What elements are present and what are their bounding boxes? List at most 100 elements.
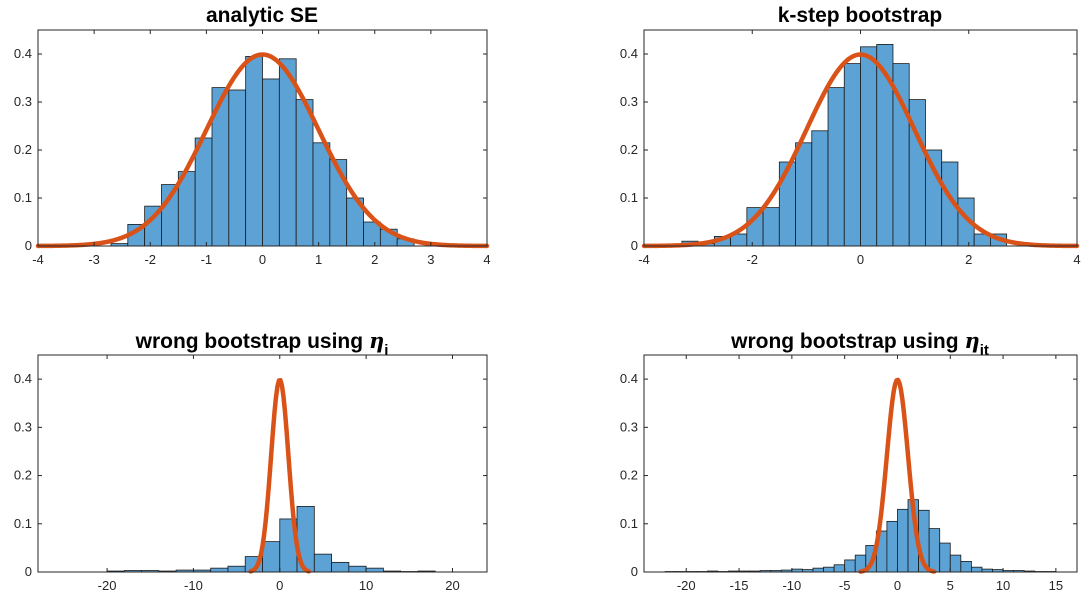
chart-panel-wrong-bootstrap-eta-it: wrong bootstrap using ηit -20 -15 -10 -5 0 5 1… [620, 328, 1078, 593]
histogram-bar [949, 554, 962, 573]
chart-title: wrong bootstrap using ηit [730, 328, 989, 359]
y-tick-label: 0 [631, 564, 638, 579]
histogram-bar [886, 520, 898, 573]
chart-title-symbol: η [964, 328, 979, 353]
histogram-bar [227, 565, 246, 573]
chart-title-text: wrong bootstrap using [135, 330, 369, 353]
histogram-bar [228, 89, 247, 247]
histogram-bar [365, 567, 384, 573]
x-tick-label: 4 [483, 252, 490, 267]
x-tick-label: 10 [996, 578, 1010, 593]
x-tick-label: 0 [894, 578, 901, 593]
y-tick-label: 0.1 [620, 516, 638, 531]
chart-title: wrong bootstrap using ηi [135, 328, 389, 359]
x-tick-label: -15 [730, 578, 749, 593]
plot-area [643, 354, 1078, 573]
x-tick-label: -10 [782, 578, 801, 593]
y-tick-label: 0.2 [620, 468, 638, 483]
y-tick-label: 0.3 [620, 419, 638, 434]
chart-title-subscript: it [980, 342, 989, 359]
histogram-bar [262, 541, 281, 573]
histogram-bar [313, 553, 332, 573]
x-tick-label: -10 [184, 578, 203, 593]
normal-pdf-curve [248, 377, 312, 574]
y-tick-label: 0 [25, 238, 32, 253]
x-tick-label: -1 [201, 252, 213, 267]
histogram-bar [843, 63, 861, 247]
histogram-bar [960, 560, 972, 573]
histogram-bar [844, 559, 856, 573]
x-tick-label: 10 [359, 578, 373, 593]
x-tick-label: 5 [947, 578, 954, 593]
x-tick-label: -5 [839, 578, 851, 593]
y-tick-label: 0 [631, 238, 638, 253]
chart-panel-wrong-bootstrap-eta-i: wrong bootstrap using ηi -20 -10 0 10 20 0 0.1… [14, 328, 488, 593]
x-tick-label: 0 [276, 578, 283, 593]
histogram-bar [939, 542, 951, 573]
x-tick-label: -3 [88, 252, 100, 267]
histogram-bar [928, 528, 941, 573]
histogram-bar [860, 46, 878, 247]
y-tick-label: 0.4 [620, 46, 638, 61]
histogram-bar [245, 56, 263, 247]
x-tick-label: -4 [32, 252, 44, 267]
x-tick-label: 15 [1049, 578, 1063, 593]
axes-box [643, 354, 1078, 573]
y-tick-label: 0.4 [14, 46, 32, 61]
histogram-bar [312, 142, 331, 247]
x-tick-label: -20 [677, 578, 696, 593]
histogram-bar [348, 565, 367, 573]
y-tick-label: 0.1 [14, 190, 32, 205]
histogram-bar [833, 564, 846, 573]
y-tick-label: 0.4 [620, 371, 638, 386]
histogram-bar [210, 567, 229, 573]
chart-panel-analytic-se: analytic SE -4 -3 -2 -1 0 1 2 3 4 0 0.1 0.2 0.3 0.4 [14, 4, 491, 267]
x-tick-label: -2 [144, 252, 156, 267]
histogram-bar [778, 161, 796, 247]
histogram-bar [812, 567, 824, 573]
y-tick-label: 0.3 [14, 94, 32, 109]
y-tick-label: 0.2 [620, 142, 638, 157]
axes-box [37, 354, 488, 573]
x-tick-label: -2 [746, 252, 758, 267]
x-tick-label: -4 [638, 252, 650, 267]
y-tick-label: 0.1 [620, 190, 638, 205]
x-tick-label: 2 [965, 252, 972, 267]
chart-title-subscript: i [384, 342, 388, 359]
histogram-bar [795, 142, 813, 247]
x-tick-label: 20 [445, 578, 459, 593]
chart-title-symbol: η [369, 328, 384, 353]
histogram-bar [262, 78, 280, 247]
histogram-bar [827, 87, 845, 247]
y-tick-label: 0.2 [14, 142, 32, 157]
y-tick-label: 0 [25, 564, 32, 579]
histogram-bar [762, 207, 780, 247]
histogram-bar [194, 137, 213, 247]
y-tick-label: 0.2 [14, 468, 32, 483]
x-tick-label: 0 [857, 252, 864, 267]
x-tick-label: 2 [371, 252, 378, 267]
histogram-bar [970, 566, 983, 573]
chart-title: k-step bootstrap [778, 4, 943, 27]
y-tick-label: 0.4 [14, 371, 32, 386]
histogram-bar [897, 508, 909, 573]
histogram-bar [295, 99, 314, 247]
y-tick-label: 0.3 [14, 419, 32, 434]
chart-panel-k-step-bootstrap: k-step bootstrap -4 -2 0 2 4 0 0.1 0.2 0.3 0.4 [620, 4, 1081, 267]
histogram-bar [811, 130, 829, 247]
x-tick-label: 3 [427, 252, 434, 267]
y-tick-label: 0.3 [620, 94, 638, 109]
x-tick-label: 1 [315, 252, 322, 267]
y-tick-label: 0.1 [14, 516, 32, 531]
chart-title-text: wrong bootstrap using [730, 330, 964, 353]
x-tick-label: 4 [1073, 252, 1080, 267]
normal-pdf-curve [858, 377, 937, 574]
histogram-bar [823, 566, 835, 573]
x-tick-label: 0 [259, 252, 266, 267]
normal-pdf-curve [35, 52, 490, 249]
histogram-bar [331, 561, 350, 573]
chart-title: analytic SE [206, 4, 318, 27]
normal-pdf-curve [641, 52, 1080, 249]
x-tick-label: -20 [98, 578, 117, 593]
